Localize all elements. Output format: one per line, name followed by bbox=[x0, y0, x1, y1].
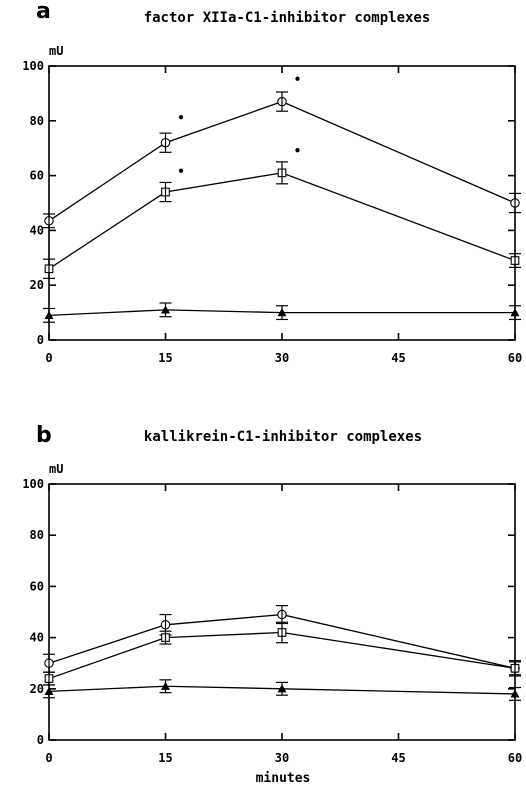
pa-x-tick-label: 0 bbox=[45, 351, 52, 365]
pb-x-tick-label: 0 bbox=[45, 751, 52, 765]
pb-y-tick-label: 40 bbox=[30, 631, 44, 645]
pa-y-tick-label: 40 bbox=[30, 223, 44, 237]
pa-y-tick-label: 20 bbox=[30, 278, 44, 292]
pa-x-tick-label: 30 bbox=[275, 351, 289, 365]
pb-series-triangle-point bbox=[161, 681, 170, 690]
pa-significance-mark: • bbox=[177, 111, 184, 125]
pa-x-tick-label: 15 bbox=[158, 351, 172, 365]
pb-series-triangle-point bbox=[510, 689, 520, 698]
pa-y-tick-label: 80 bbox=[30, 114, 44, 128]
panel-a: a factor XIIa-C1-inhibitor complexes mU … bbox=[22, 0, 522, 365]
panel-a-plot: 0 20 40 60 80 100 0 15 30 45 60 • • • • bbox=[22, 59, 522, 365]
pb-x-tick-label: 30 bbox=[275, 751, 289, 765]
pb-y-tick-label: 0 bbox=[37, 733, 44, 747]
pb-y-tick-label: 100 bbox=[22, 477, 44, 491]
x-axis-label: minutes bbox=[256, 771, 311, 786]
pa-series-triangle-point bbox=[161, 305, 170, 314]
pa-significance-mark: • bbox=[294, 144, 301, 158]
pa-series-square-line bbox=[48, 172, 516, 270]
pb-series-square-line bbox=[48, 631, 516, 680]
pb-series-triangle-point bbox=[44, 686, 54, 695]
pa-x-tick-label: 45 bbox=[391, 351, 405, 365]
panel-a-y-unit: mU bbox=[49, 44, 63, 58]
panel-b: b kallikrein-C1-inhibitor complexes mU 0… bbox=[22, 423, 522, 786]
panel-letter-a: a bbox=[36, 0, 51, 24]
pa-y-tick-label: 60 bbox=[30, 169, 44, 183]
pa-significance-mark: • bbox=[294, 73, 301, 87]
pa-series-circle-line bbox=[48, 100, 516, 222]
panel-letter-b: b bbox=[36, 423, 52, 448]
panel-b-y-unit: mU bbox=[49, 462, 63, 476]
pa-series-triangle-point bbox=[277, 308, 287, 317]
pa-y-tick-label: 0 bbox=[37, 333, 44, 347]
pb-series-triangle-line bbox=[48, 685, 516, 695]
pa-series-triangle-line bbox=[48, 309, 515, 316]
pb-y-tick-label: 60 bbox=[30, 579, 44, 593]
pa-significance-mark: • bbox=[177, 164, 184, 178]
pa-y-tick-label: 100 bbox=[22, 59, 44, 73]
pb-series-triangle-point bbox=[277, 684, 287, 693]
pb-x-tick-label: 60 bbox=[508, 751, 522, 765]
pb-y-tick-label: 80 bbox=[30, 528, 44, 542]
pa-series-triangle-point bbox=[510, 308, 520, 317]
pb-y-tick-label: 20 bbox=[30, 682, 44, 696]
pa-series-triangle-point bbox=[44, 310, 54, 319]
pa-x-tick-label: 60 bbox=[508, 351, 522, 365]
pb-x-tick-label: 15 bbox=[158, 751, 172, 765]
panel-b-title: kallikrein-C1-inhibitor complexes bbox=[144, 429, 422, 445]
panel-b-plot: 0 20 40 60 80 100 0 15 30 45 60 bbox=[22, 477, 522, 765]
panel-a-title: factor XIIa-C1-inhibitor complexes bbox=[144, 10, 431, 26]
pb-series-circle-line bbox=[48, 613, 516, 669]
pb-x-tick-label: 45 bbox=[391, 751, 405, 765]
